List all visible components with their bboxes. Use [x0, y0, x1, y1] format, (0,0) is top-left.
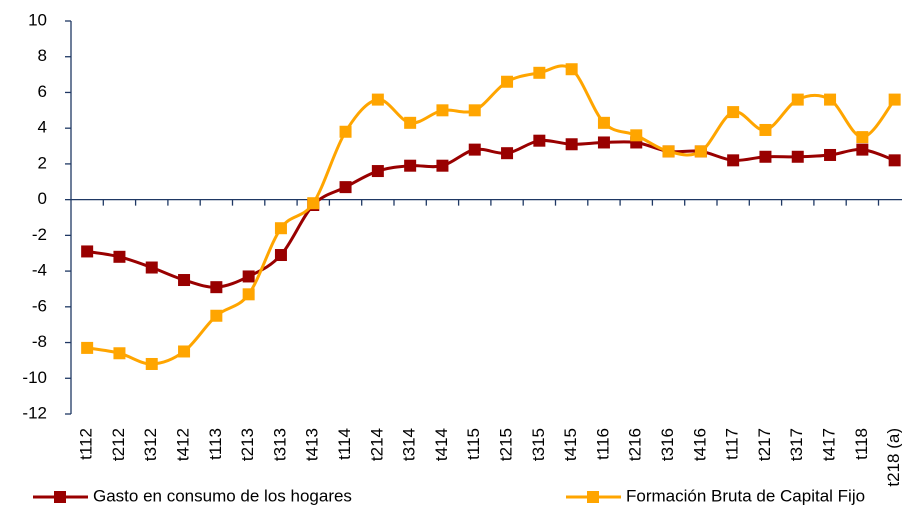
- point-marker: [694, 145, 707, 158]
- point-marker: [533, 134, 546, 147]
- x-tick-label: t212: [109, 428, 128, 461]
- point-marker: [759, 123, 772, 136]
- point-marker: [888, 93, 901, 106]
- point-marker: [339, 181, 352, 194]
- point-marker: [274, 222, 287, 235]
- x-tick-label: t116: [593, 428, 612, 460]
- legend-label: Gasto en consumo de los hogares: [93, 486, 352, 505]
- point-marker: [533, 66, 546, 79]
- x-tick-label: t113: [206, 428, 225, 460]
- legend-marker: [587, 491, 599, 503]
- point-marker: [113, 250, 126, 263]
- point-marker: [404, 159, 417, 172]
- x-tick-label: t216: [626, 428, 645, 461]
- series-line: [86, 138, 896, 289]
- x-tick-label: t316: [658, 428, 677, 461]
- point-marker: [145, 261, 158, 274]
- y-tick-label: -4: [32, 261, 47, 280]
- x-tick-label: t217: [755, 428, 774, 461]
- point-marker: [339, 125, 352, 138]
- point-marker: [597, 116, 610, 129]
- x-tick-label: t112: [77, 428, 96, 460]
- x-tick-label: t412: [174, 428, 193, 461]
- x-tick-label: t214: [367, 428, 386, 461]
- point-marker: [888, 154, 901, 167]
- point-marker: [501, 75, 514, 88]
- point-marker: [759, 150, 772, 163]
- point-marker: [501, 147, 514, 160]
- x-tick-label: t313: [270, 428, 289, 461]
- point-marker: [274, 249, 287, 262]
- y-tick-label: 4: [38, 118, 47, 137]
- y-tick-label: 8: [38, 46, 47, 65]
- x-tick-label: t218 (a): [884, 428, 902, 487]
- x-tick-label: t416: [690, 428, 709, 461]
- x-tick-label: t213: [238, 428, 257, 461]
- series-line: [86, 64, 896, 366]
- point-marker: [662, 145, 675, 158]
- point-marker: [468, 143, 481, 156]
- y-tick-label: 2: [38, 153, 47, 172]
- point-marker: [436, 159, 449, 172]
- y-tick-label: 6: [38, 82, 47, 101]
- x-tick-label: t315: [529, 428, 548, 461]
- x-tick-label: t414: [432, 428, 451, 461]
- point-marker: [856, 131, 869, 144]
- point-marker: [436, 104, 449, 117]
- point-marker: [727, 154, 740, 167]
- point-marker: [565, 138, 578, 151]
- point-marker: [824, 148, 837, 161]
- point-marker: [404, 116, 417, 129]
- y-tick-label: -8: [32, 332, 47, 351]
- x-tick-label: t417: [820, 428, 839, 461]
- point-marker: [824, 93, 837, 106]
- point-marker: [630, 129, 643, 142]
- x-tick-label: t215: [497, 428, 516, 461]
- legend-label: Formación Bruta de Capital Fijo: [626, 486, 865, 505]
- point-marker: [371, 165, 384, 178]
- x-tick-label: t312: [141, 428, 160, 461]
- y-tick-label: -10: [22, 368, 47, 387]
- point-marker: [242, 288, 255, 301]
- point-marker: [727, 106, 740, 119]
- point-marker: [791, 93, 804, 106]
- x-tick-label: t413: [303, 428, 322, 461]
- x-tick-label: t118: [852, 428, 871, 460]
- y-tick-label: -2: [32, 225, 47, 244]
- point-marker: [307, 197, 320, 210]
- point-marker: [371, 93, 384, 106]
- y-tick-label: 10: [28, 10, 47, 29]
- x-tick-label: t415: [561, 428, 580, 461]
- point-marker: [178, 274, 191, 287]
- point-marker: [791, 150, 804, 163]
- point-marker: [178, 345, 191, 358]
- point-marker: [242, 270, 255, 283]
- x-tick-label: t314: [400, 428, 419, 461]
- point-marker: [145, 357, 158, 370]
- x-tick-label: t114: [335, 428, 354, 460]
- point-marker: [856, 143, 869, 156]
- point-marker: [81, 341, 94, 354]
- point-marker: [113, 347, 126, 360]
- legend-marker: [54, 491, 66, 503]
- x-tick-label: t115: [464, 428, 483, 460]
- y-tick-label: -6: [32, 296, 47, 315]
- point-marker: [597, 136, 610, 149]
- y-tick-label: -12: [22, 403, 47, 422]
- point-marker: [565, 63, 578, 76]
- point-marker: [210, 281, 223, 294]
- y-tick-label: 0: [38, 189, 47, 208]
- point-marker: [210, 309, 223, 322]
- point-marker: [81, 245, 94, 258]
- x-tick-label: t117: [723, 428, 742, 460]
- x-tick-label: t317: [787, 428, 806, 461]
- point-marker: [468, 104, 481, 117]
